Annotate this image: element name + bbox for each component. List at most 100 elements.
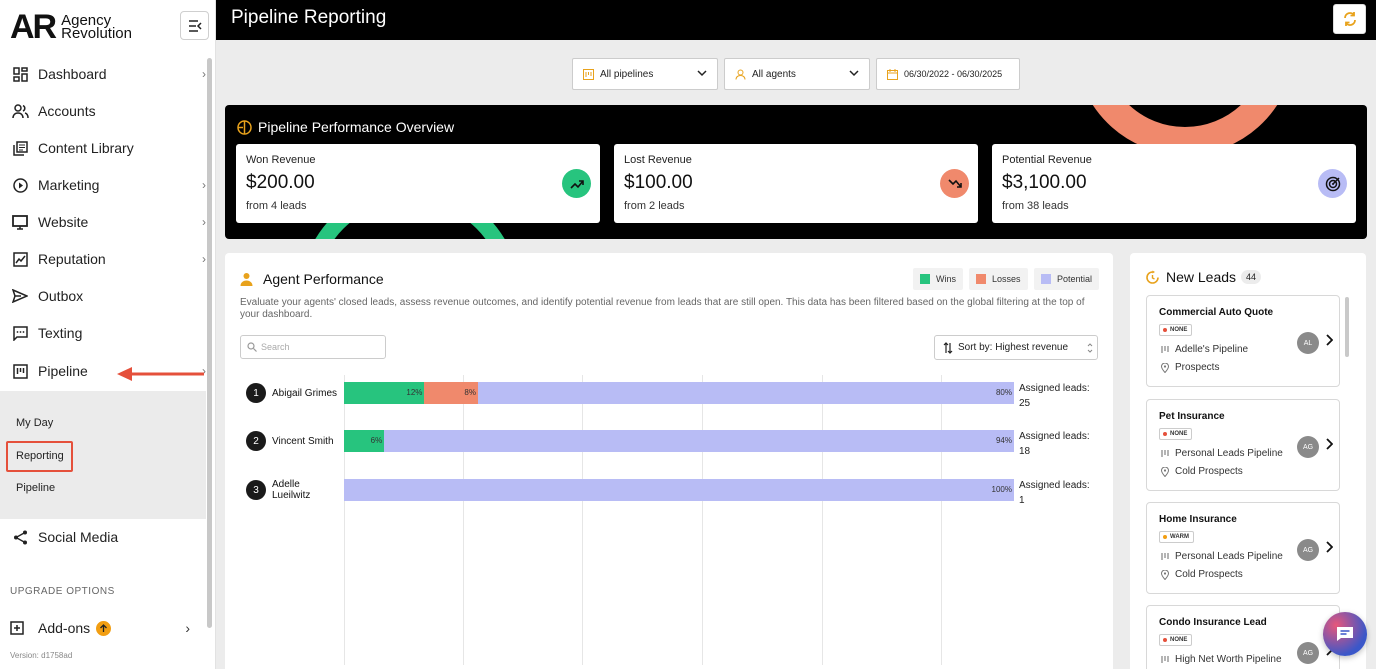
potential-segment: 94% — [384, 430, 1014, 452]
lead-pipeline: Adelle's Pipeline — [1161, 344, 1248, 355]
sidebar-item-reputation[interactable]: Reputation › — [0, 244, 206, 274]
lead-title: Home Insurance — [1159, 514, 1237, 525]
sort-label: Sort by: Highest revenue — [958, 342, 1069, 353]
refresh-button[interactable] — [1333, 4, 1366, 34]
lead-pipeline-text: Adelle's Pipeline — [1175, 344, 1249, 355]
date-range-filter[interactable]: 06/30/2022 - 06/30/2025 — [876, 58, 1020, 90]
lead-pipeline: Personal Leads Pipeline — [1161, 448, 1283, 459]
version-text: Version: d1758ad — [10, 651, 73, 660]
lead-pipeline-text: Personal Leads Pipeline — [1175, 448, 1283, 459]
segment-label: 12% — [406, 388, 423, 397]
pipeline-filter-select[interactable]: All pipelines — [572, 58, 718, 90]
chevron-right-icon[interactable] — [1325, 438, 1333, 450]
potential-revenue-card: Potential Revenue $3,100.00 from 38 lead… — [992, 144, 1356, 223]
sidebar-scrollbar[interactable] — [207, 58, 212, 628]
assigned-label: Assigned leads: — [1019, 480, 1090, 491]
sidebar-item-pipeline[interactable]: Pipeline › — [0, 356, 206, 386]
lead-card[interactable]: Commercial Auto Quote NONE Adelle's Pipe… — [1146, 295, 1340, 387]
pipeline-icon — [11, 362, 29, 380]
avatar: AG — [1297, 436, 1319, 458]
share-icon — [11, 528, 29, 546]
agent-rank: 3 — [246, 480, 266, 500]
search-icon — [247, 342, 257, 352]
segment-label: 6% — [370, 436, 383, 445]
agent-row[interactable]: 1 Abigail Grimes 12% 8% 80% Assigned lea… — [225, 381, 1113, 409]
overview-title-text: Pipeline Performance Overview — [258, 119, 455, 135]
assigned-label: Assigned leads: — [1019, 383, 1090, 394]
sidebar-item-content-library[interactable]: Content Library — [0, 133, 206, 163]
lead-title: Pet Insurance — [1159, 411, 1225, 422]
overview-title: Pipeline Performance Overview — [237, 119, 454, 135]
sidebar-item-dashboard[interactable]: Dashboard › — [0, 59, 206, 89]
segment-label: 100% — [991, 485, 1012, 494]
agent-search-input[interactable]: Search — [240, 335, 386, 359]
chevron-down-icon — [849, 70, 859, 77]
sidebar-subitem-pipeline[interactable]: Pipeline — [16, 482, 56, 494]
lead-temperature-badge: NONE — [1159, 428, 1193, 440]
avatar: AG — [1297, 539, 1319, 561]
logo-mark: AR — [10, 8, 57, 46]
lead-title: Commercial Auto Quote — [1159, 307, 1274, 318]
agent-performance-title: Agent Performance — [239, 271, 384, 287]
card-subtext: from 2 leads — [624, 200, 685, 212]
agent-row[interactable]: 2 Vincent Smith 6% 94% Assigned leads: 18 — [225, 429, 1113, 457]
annotation-highlight-box — [6, 441, 73, 472]
collapse-sidebar-button[interactable] — [180, 11, 209, 40]
assigned-leads: Assigned leads: 25 — [1019, 381, 1090, 411]
sidebar-item-accounts[interactable]: Accounts — [0, 96, 206, 126]
lead-temperature-badge: NONE — [1159, 324, 1193, 336]
lead-stage-text: Cold Prospects — [1175, 466, 1243, 477]
lead-pipeline-text: High Net Worth Pipeline — [1175, 654, 1282, 665]
legend-label: Potential — [1057, 274, 1093, 284]
agent-filter-select[interactable]: All agents — [724, 58, 870, 90]
logo-line-1: Agency — [61, 12, 112, 29]
chevron-right-icon: › — [202, 215, 206, 229]
assigned-label: Assigned leads: — [1019, 431, 1090, 442]
sidebar-item-label: Content Library — [38, 140, 134, 156]
agent-name: Abigail Grimes — [272, 388, 338, 399]
agent-rank: 2 — [246, 431, 266, 451]
card-value: $3,100.00 — [1002, 172, 1087, 193]
agency-revolution-logo[interactable]: AR Agency Revolution — [10, 10, 132, 44]
chat-icon — [1337, 627, 1353, 641]
pipeline-icon — [1161, 449, 1169, 458]
sidebar-item-website[interactable]: Website › — [0, 207, 206, 237]
agent-bar: 12% 8% 80% — [344, 382, 1014, 404]
chevron-right-icon[interactable] — [1325, 334, 1333, 346]
legend-swatch — [920, 274, 930, 284]
sidebar-item-social-media[interactable]: Social Media — [0, 522, 206, 552]
lead-card[interactable]: Pet Insurance NONE Personal Leads Pipeli… — [1146, 399, 1340, 491]
wins-segment: 12% — [344, 382, 425, 404]
lead-card[interactable]: Home Insurance WARM Personal Leads Pipel… — [1146, 502, 1340, 594]
sort-select[interactable]: Sort by: Highest revenue — [934, 335, 1098, 360]
trending-up-icon — [562, 169, 591, 198]
addons-menu-item[interactable]: Add-ons › — [10, 616, 196, 640]
gridline — [702, 375, 703, 665]
logo-text: Agency Revolution — [61, 12, 132, 42]
segment-label: 80% — [995, 388, 1012, 397]
upgrade-arrow-icon — [96, 620, 112, 636]
chevron-right-icon[interactable] — [1325, 541, 1333, 553]
sidebar-item-texting[interactable]: Texting — [0, 318, 206, 348]
lead-card[interactable]: Condo Insurance Lead NONE High Net Worth… — [1146, 605, 1340, 669]
sidebar-item-marketing[interactable]: Marketing › — [0, 170, 206, 200]
location-pin-icon — [1161, 362, 1169, 373]
sidebar-item-outbox[interactable]: Outbox — [0, 281, 206, 311]
logo-line-2: Revolution — [61, 25, 132, 42]
sidebar-subitem-reporting[interactable]: Reporting — [16, 450, 64, 462]
send-icon — [11, 287, 29, 305]
lead-pipeline-text: Personal Leads Pipeline — [1175, 551, 1283, 562]
sidebar-subitem-my-day[interactable]: My Day — [16, 417, 54, 429]
agent-performance-panel: Agent Performance Wins Losses Potential … — [225, 253, 1113, 669]
plus-square-icon — [10, 621, 24, 635]
legend-potential: Potential — [1034, 268, 1100, 290]
leads-scrollbar[interactable] — [1345, 297, 1349, 357]
chat-launcher-button[interactable] — [1323, 612, 1367, 656]
card-value: $100.00 — [624, 172, 693, 193]
library-icon — [11, 139, 29, 157]
lead-stage: Prospects — [1161, 362, 1219, 373]
agent-performance-title-text: Agent Performance — [263, 271, 384, 287]
agent-row[interactable]: 3 Adelle Lueilwitz 100% Assigned leads: 1 — [225, 478, 1113, 506]
new-leads-count-badge: 44 — [1241, 270, 1262, 284]
chevron-right-icon: › — [202, 178, 206, 192]
